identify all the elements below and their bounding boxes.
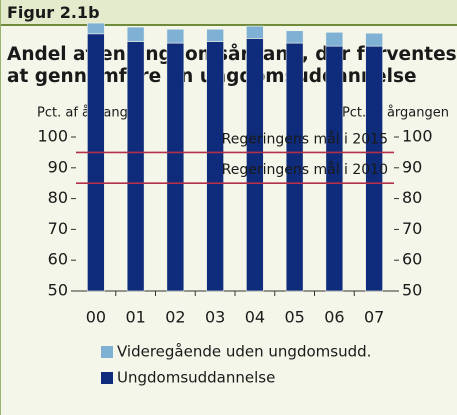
bar-segment bbox=[166, 42, 185, 292]
x-tick-label: 04 bbox=[245, 308, 265, 327]
legend-label: Ungdomsuddannelse bbox=[117, 369, 275, 387]
bar-segment bbox=[87, 33, 105, 292]
bar-segment bbox=[325, 31, 344, 47]
bar-segment bbox=[126, 26, 145, 42]
bar-segment bbox=[87, 22, 105, 35]
y2-tick-label: 60 bbox=[402, 250, 422, 269]
y-tick-label: 90 bbox=[48, 157, 68, 176]
bar-segment bbox=[166, 28, 185, 44]
y2-tick-label: 50 bbox=[402, 281, 422, 300]
x-tick-label: 03 bbox=[205, 308, 225, 327]
legend-swatch bbox=[101, 346, 113, 358]
bar-segment bbox=[206, 28, 224, 42]
x-tick-label: 07 bbox=[364, 308, 384, 327]
annotation: Regeringens mål i 2015 bbox=[222, 130, 388, 147]
bar-segment bbox=[285, 30, 304, 44]
bar-segment bbox=[246, 25, 264, 39]
x-tick-label: 01 bbox=[125, 308, 145, 327]
x-tick-label: 00 bbox=[86, 308, 106, 327]
y2-tick-label: 70 bbox=[402, 219, 422, 238]
y2-tick-label: 100 bbox=[402, 127, 433, 146]
y2-tick-label: 90 bbox=[402, 157, 422, 176]
bar-segment bbox=[365, 32, 383, 47]
title-line: Andel af en ungdomsårgang, der forventes bbox=[7, 44, 457, 65]
legend-swatch bbox=[101, 372, 113, 384]
bar-segment bbox=[126, 41, 145, 292]
legend-label: Videregående uden ungdomsudd. bbox=[117, 343, 371, 361]
x-tick-label: 02 bbox=[165, 308, 185, 327]
y-tick-label: 60 bbox=[48, 250, 68, 269]
y2-tick-label: 80 bbox=[402, 188, 422, 207]
y-tick-label: 70 bbox=[48, 219, 68, 238]
y-tick-label: 100 bbox=[37, 127, 68, 146]
y-tick-label: 80 bbox=[48, 188, 68, 207]
x-tick-label: 05 bbox=[284, 308, 304, 327]
figure-label: Figur 2.1b bbox=[1, 0, 457, 26]
y2-axis-label: Pct. af årgangen bbox=[342, 106, 449, 121]
annotation: Regeringens mål i 2010 bbox=[222, 161, 388, 178]
x-tick-label: 06 bbox=[324, 308, 344, 327]
y-tick-label: 50 bbox=[48, 281, 68, 300]
